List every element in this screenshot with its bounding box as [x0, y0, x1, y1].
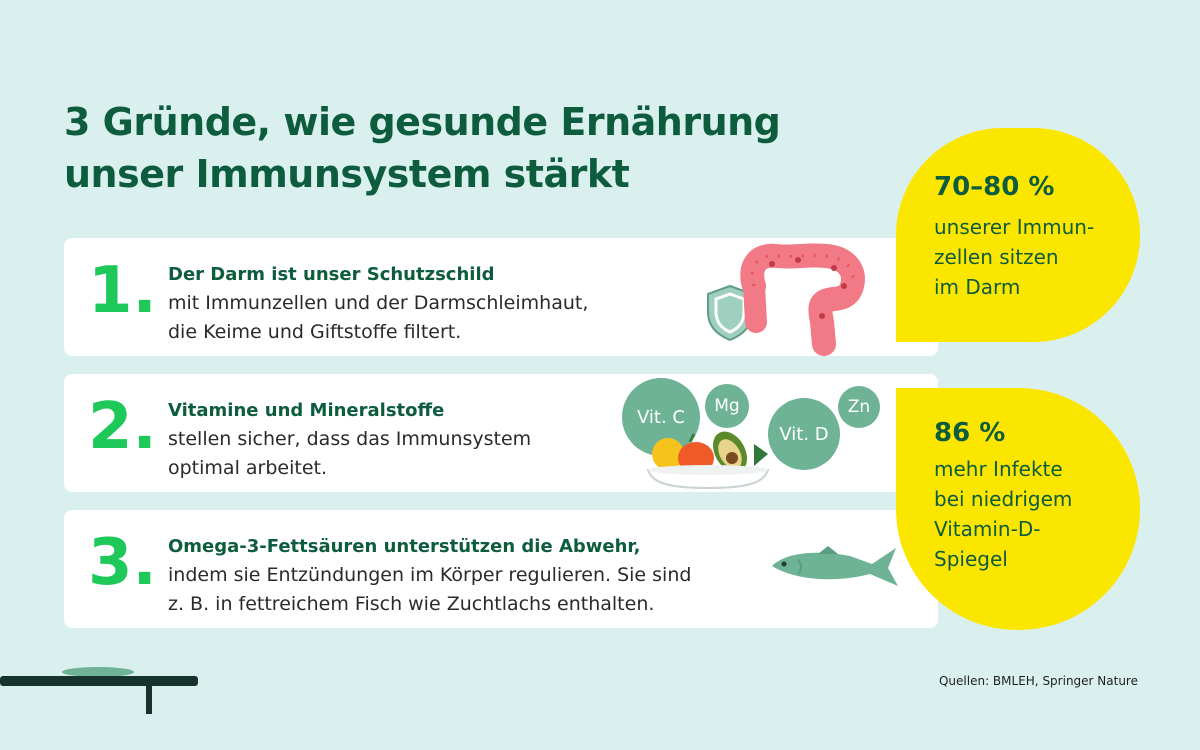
nutrient-label-zn: Zn [847, 397, 871, 417]
stat-line-2b: bei niedrigem [934, 487, 1073, 511]
stat-value-2: 86 % [934, 418, 1006, 448]
title-line-2: unser Immunsystem stärkt [64, 152, 630, 196]
reason-text-3: Omega-3-Fettsäuren unterstützen die Abwe… [168, 532, 691, 619]
nutrient-label-vitc: Vit. C [637, 406, 685, 428]
nutrient-bubble-vitc: Vit. C [622, 378, 700, 456]
reason-text-2: Vitamine und Mineralstoffe stellen siche… [168, 396, 531, 483]
nutrient-bubble-mg: Mg [705, 384, 749, 428]
reason-body-3a: indem sie Entzündungen im Körper regulie… [168, 564, 692, 586]
stat-line-1a: unserer Immun- [934, 215, 1095, 239]
reason-heading-1: Der Darm ist unser Schutzschild [168, 264, 495, 285]
table-icon [0, 667, 198, 714]
stat-line-1c: im Darm [934, 275, 1021, 299]
fish-icon [772, 546, 898, 586]
reason-body-3b: z. B. in fettreichem Fisch wie Zuchtlach… [168, 593, 655, 615]
stat-line-1b: zellen sitzen [934, 245, 1059, 269]
reason-number-3: 3. [88, 526, 157, 600]
reason-number-2: 2. [88, 390, 157, 464]
stat-line-2c: Vitamin-D- [934, 517, 1041, 541]
reason-body-2b: optimal arbeitet. [168, 457, 327, 479]
food-bowl-icon [646, 431, 770, 490]
reason-body-1b: die Keime und Giftstoffe filtert. [168, 321, 462, 343]
reason-body-1a: mit Immunzellen und der Darmschleimhaut, [168, 292, 589, 314]
page-title: 3 Gründe, wie gesunde Ernährung unser Im… [64, 96, 824, 200]
nutrient-bubble-vitd: Vit. D [768, 398, 840, 470]
nutrient-label-vitd: Vit. D [779, 423, 829, 445]
nutrient-bubble-zn: Zn [838, 386, 880, 428]
sources-note: Quellen: BMLEH, Springer Nature [938, 674, 1138, 688]
title-line-1: 3 Gründe, wie gesunde Ernährung [64, 100, 781, 144]
reason-heading-2: Vitamine und Mineralstoffe [168, 400, 445, 421]
reason-number-1: 1. [88, 254, 157, 328]
stat-bubble-2: 86 % mehr Infekte bei niedrigem Vitamin-… [896, 388, 1140, 630]
stat-line-2a: mehr Infekte [934, 457, 1063, 481]
intestine-icon [740, 243, 865, 356]
stat-value-1: 70–80 % [934, 172, 1055, 202]
reason-text-1: Der Darm ist unser Schutzschild mit Immu… [168, 260, 588, 347]
stat-text-1: unserer Immun- zellen sitzen im Darm [934, 212, 1094, 302]
reason-heading-3: Omega-3-Fettsäuren unterstützen die Abwe… [168, 536, 641, 557]
stat-line-2d: Spiegel [934, 547, 1008, 571]
stat-bubble-1: 70–80 % unserer Immun- zellen sitzen im … [896, 128, 1140, 342]
reason-body-2a: stellen sicher, dass das Immunsystem [168, 428, 532, 450]
stat-text-2: mehr Infekte bei niedrigem Vitamin-D- Sp… [934, 454, 1072, 574]
nutrient-label-mg: Mg [714, 396, 740, 416]
